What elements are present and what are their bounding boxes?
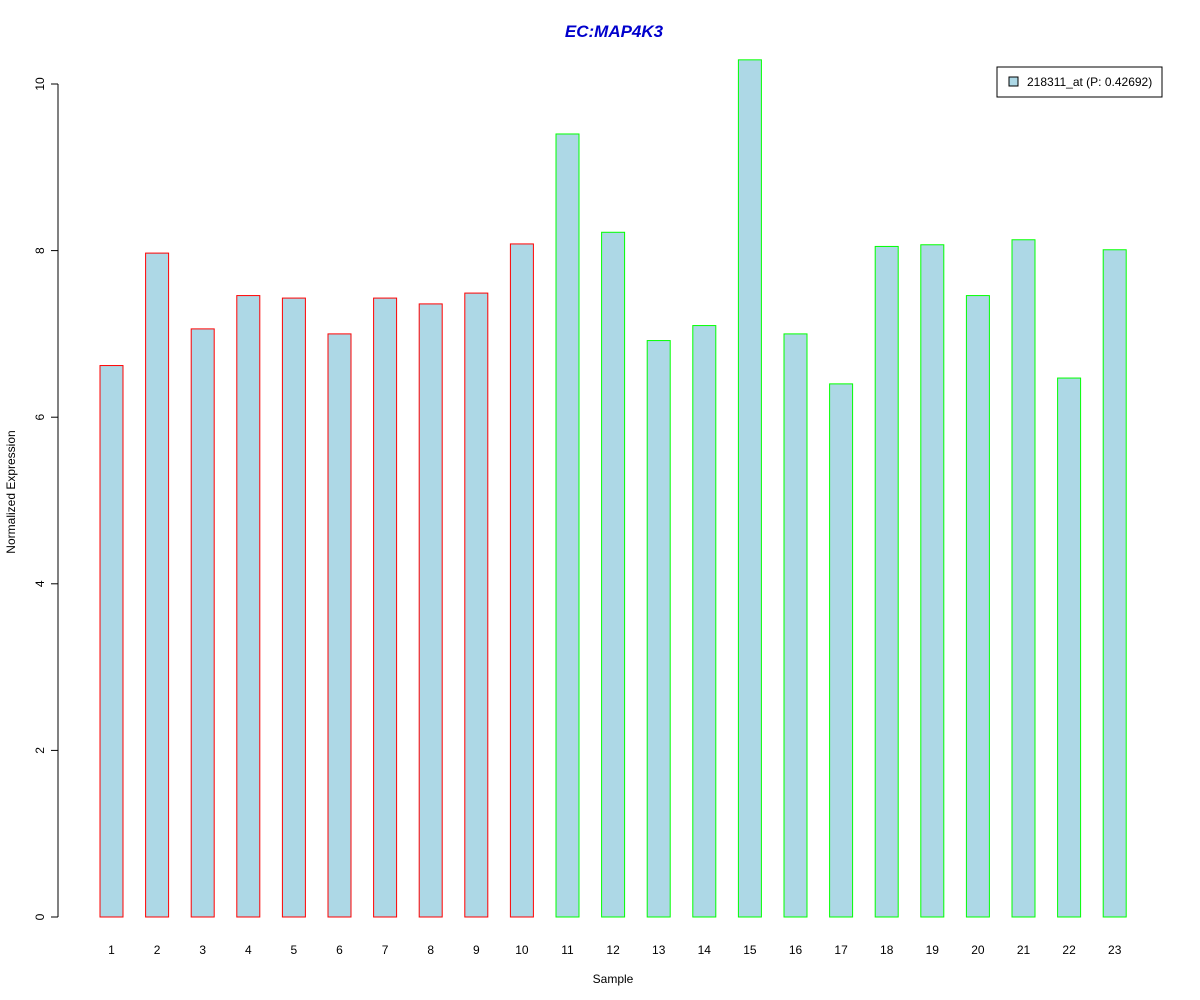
x-tick-label: 11 <box>561 943 574 957</box>
bar <box>327 333 352 918</box>
y-tick-label: 2 <box>33 747 47 754</box>
x-tick-label: 18 <box>880 943 894 957</box>
x-tick-label: 22 <box>1062 943 1076 957</box>
y-tick-label: 6 <box>33 414 47 421</box>
bar <box>965 295 990 918</box>
x-tick-label: 13 <box>652 943 666 957</box>
bar <box>99 365 124 918</box>
bar <box>418 303 443 918</box>
x-tick-label: 23 <box>1108 943 1122 957</box>
x-tick-label: 5 <box>291 943 298 957</box>
bar <box>874 245 899 918</box>
bar <box>555 133 580 918</box>
bar <box>829 383 854 918</box>
legend-swatch <box>1008 76 1019 87</box>
y-tick-label: 10 <box>33 77 47 91</box>
x-tick-label: 14 <box>698 943 712 957</box>
x-tick-label: 2 <box>154 943 161 957</box>
x-tick-label: 21 <box>1017 943 1031 957</box>
y-tick-label: 8 <box>33 247 47 254</box>
x-tick-label: 20 <box>971 943 985 957</box>
x-tick-label: 12 <box>606 943 620 957</box>
bar <box>464 292 489 918</box>
bar <box>373 297 398 918</box>
bar <box>145 252 170 918</box>
bar <box>1102 249 1127 918</box>
bar <box>236 295 261 918</box>
y-axis: 0 2 4 6 8 10 <box>33 77 59 920</box>
bar <box>646 340 671 918</box>
x-tick-label: 8 <box>427 943 434 957</box>
bar <box>1011 239 1036 918</box>
x-tick-labels: 1 2 3 4 5 6 7 8 9 10 11 12 13 14 15 16 17 18 19 20 21 22 23 <box>108 943 1122 957</box>
legend-label: 218311_at (P: 0.42692) <box>1027 75 1152 89</box>
chart-title: EC:MAP4K3 <box>565 22 664 41</box>
x-tick-label: 3 <box>199 943 206 957</box>
bar <box>190 328 215 918</box>
x-tick-label: 16 <box>789 943 803 957</box>
x-tick-label: 15 <box>743 943 757 957</box>
x-tick-label: 9 <box>473 943 480 957</box>
bar <box>783 333 808 918</box>
x-tick-label: 17 <box>834 943 848 957</box>
legend-box <box>996 66 1163 98</box>
x-tick-label: 7 <box>382 943 389 957</box>
bar <box>737 59 762 918</box>
x-tick-label: 1 <box>108 943 115 957</box>
bar <box>509 243 534 918</box>
x-tick-label: 19 <box>926 943 940 957</box>
y-tick-label: 4 <box>33 580 47 587</box>
legend: 218311_at (P: 0.42692) <box>996 66 1163 98</box>
x-axis-label: Sample <box>593 972 634 986</box>
x-tick-label: 4 <box>245 943 252 957</box>
y-tick-label: 0 <box>33 913 47 920</box>
bar <box>1057 377 1082 918</box>
bars-group <box>99 59 1127 918</box>
bar <box>601 231 626 918</box>
bar <box>920 244 945 918</box>
bar <box>692 325 717 918</box>
bar <box>281 297 306 918</box>
x-tick-label: 6 <box>336 943 343 957</box>
y-axis-label: Normalized Expression <box>4 430 18 553</box>
x-tick-label: 10 <box>515 943 529 957</box>
